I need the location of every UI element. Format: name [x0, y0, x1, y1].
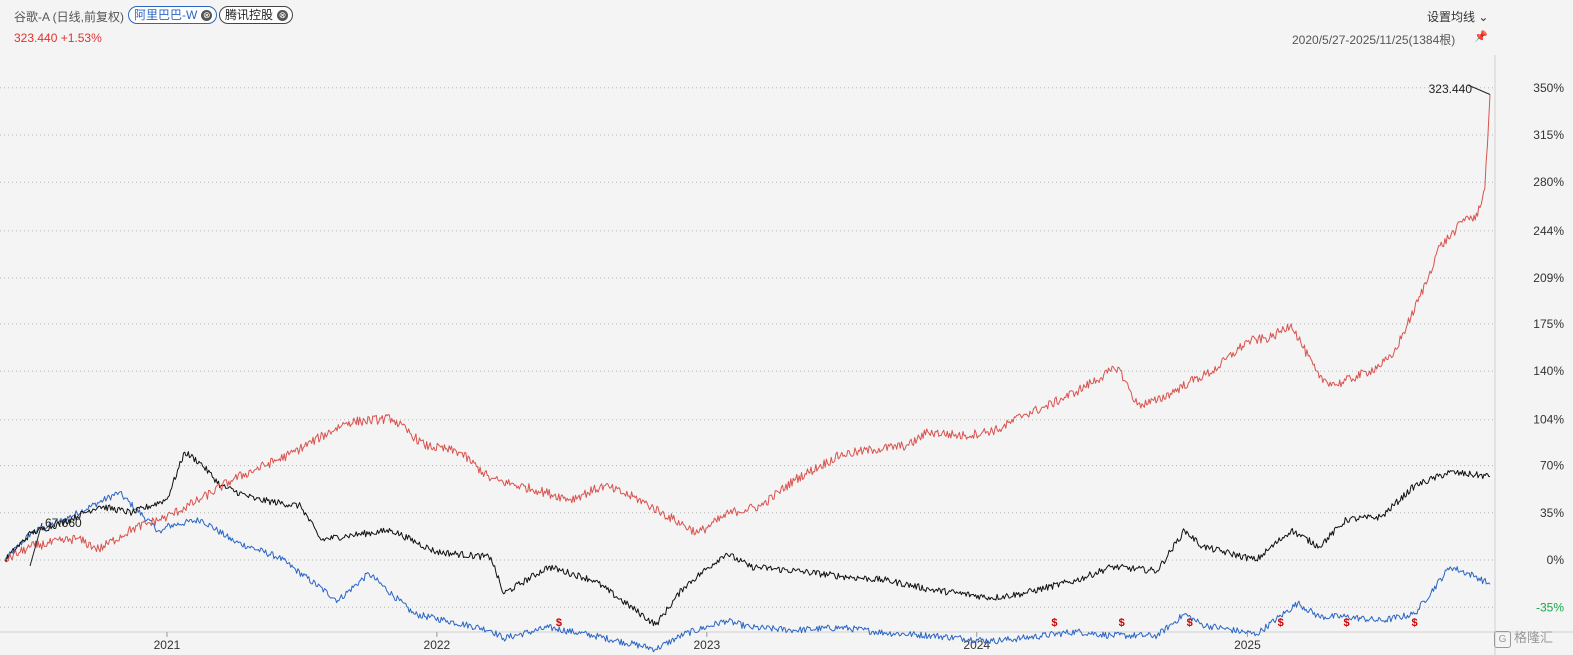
event-marker: $: [1187, 617, 1193, 629]
close-icon[interactable]: ⊗: [277, 10, 289, 21]
event-marker: $: [1278, 617, 1284, 629]
series-line-alibaba: [4, 491, 1491, 653]
y-tick-label: 70%: [1540, 459, 1564, 473]
compare-chip-label: 腾讯控股: [225, 8, 274, 22]
y-tick-label: -35%: [1536, 600, 1564, 614]
y-tick-label: 350%: [1533, 81, 1564, 95]
change-pct: +1.53%: [60, 31, 102, 45]
series-line-google: [4, 94, 1491, 562]
compare-chip-label: 阿里巴巴-W: [134, 8, 198, 22]
date-range: 2020/5/27-2025/11/25(1384根): [1292, 33, 1456, 47]
y-axis: 350% 315% 280% 244% 209% 175% 140% 104% 70% 35% 0%…: [1533, 81, 1564, 614]
y-tick-label: 0%: [1547, 553, 1565, 567]
compare-chip-tencent[interactable]: 腾讯控股 ⊗: [219, 6, 294, 24]
x-tick-label: 2025: [1234, 638, 1261, 652]
start-price-label: 67.660: [45, 516, 82, 530]
event-marker: $: [1343, 617, 1349, 629]
annotations: 323.440 67.660: [29, 82, 1491, 567]
pin-icon[interactable]: 📌: [1474, 31, 1488, 43]
y-tick-label: 209%: [1533, 271, 1564, 285]
series-lines: [4, 94, 1491, 653]
end-price-arrow: [1467, 84, 1491, 95]
close-icon[interactable]: ⊗: [201, 10, 213, 21]
event-marker: $: [1412, 617, 1418, 629]
y-tick-label: 175%: [1533, 317, 1564, 331]
y-tick-label: 244%: [1533, 224, 1564, 238]
y-tick-label: 104%: [1533, 413, 1564, 427]
y-tick-label: 280%: [1533, 175, 1564, 189]
chart-header: 谷歌-A (日线,前复权) 阿里巴巴-W ⊗ 腾讯控股 ⊗ 323.440 +1.5…: [0, 0, 1573, 50]
ma-setting-dropdown[interactable]: 设置均线 ⌄: [1427, 10, 1489, 24]
grid-lines: [0, 55, 1573, 655]
chart-title: 谷歌-A (日线,前复权): [14, 10, 124, 24]
chevron-down-icon: ⌄: [1478, 10, 1489, 24]
event-marker: $: [556, 617, 562, 629]
x-axis: 2021 2022 2023 2024 2025: [154, 632, 1261, 652]
x-tick-label: 2021: [154, 638, 181, 652]
event-marker: $: [1051, 617, 1057, 629]
y-tick-label: 315%: [1533, 128, 1564, 142]
compare-chip-alibaba[interactable]: 阿里巴巴-W ⊗: [128, 6, 218, 24]
end-price-label: 323.440: [1429, 82, 1473, 96]
event-markers: $ $ $ $ $ $ $: [556, 617, 1418, 629]
series-line-tencent: [4, 451, 1491, 627]
logo-icon: G: [1494, 631, 1511, 648]
last-price: 323.440 +1.53%: [14, 31, 102, 45]
x-tick-label: 2022: [424, 638, 451, 652]
watermark: G 格隆汇: [1494, 627, 1553, 648]
start-price-arrow: [29, 522, 43, 567]
event-marker: $: [1119, 617, 1125, 629]
x-tick-label: 2023: [693, 638, 720, 652]
y-tick-label: 35%: [1540, 506, 1564, 520]
y-tick-label: 140%: [1533, 364, 1564, 378]
